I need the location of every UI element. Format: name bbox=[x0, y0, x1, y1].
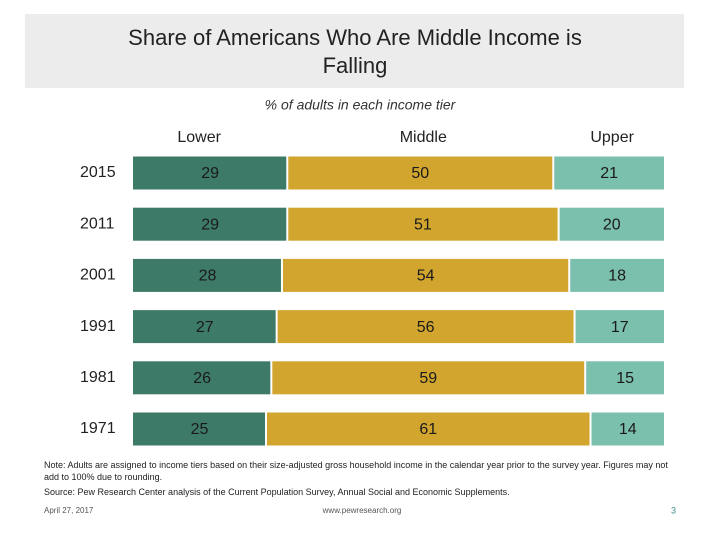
bar-segment bbox=[288, 207, 558, 241]
value-label: 17 bbox=[611, 319, 629, 336]
note: Note: Adults are assigned to income tier… bbox=[44, 460, 668, 482]
source: Source: Pew Research Center analysis of … bbox=[44, 487, 510, 497]
bar-segment bbox=[133, 207, 287, 241]
value-label: 29 bbox=[201, 165, 219, 182]
value-label: 56 bbox=[417, 319, 435, 336]
value-label: 61 bbox=[419, 421, 437, 438]
value-label: 25 bbox=[191, 421, 209, 438]
bar-segment bbox=[133, 310, 276, 344]
y-tick-label: 1981 bbox=[80, 369, 116, 386]
footer-url: www.pewresearch.org bbox=[322, 506, 402, 515]
bar-segment bbox=[277, 310, 574, 344]
chart-subtitle: % of adults in each income tier bbox=[265, 97, 457, 113]
footer-date: April 27, 2017 bbox=[44, 506, 94, 515]
bar-segment bbox=[575, 310, 664, 344]
legend-label: Middle bbox=[400, 129, 447, 146]
value-label: 21 bbox=[600, 165, 618, 182]
bar-segment bbox=[554, 156, 664, 190]
bar-segment bbox=[272, 361, 585, 395]
value-label: 26 bbox=[193, 370, 211, 387]
bar-segment bbox=[133, 258, 281, 292]
value-label: 59 bbox=[419, 370, 437, 387]
y-tick-label: 1991 bbox=[80, 318, 116, 335]
value-label: 18 bbox=[608, 268, 626, 285]
value-label: 54 bbox=[417, 268, 435, 285]
value-label: 20 bbox=[603, 216, 621, 233]
value-label: 27 bbox=[196, 319, 214, 336]
value-label: 51 bbox=[414, 216, 432, 233]
chart-title: Share of Americans Who Are Middle Income… bbox=[128, 25, 582, 78]
title-background bbox=[25, 14, 684, 88]
bar-segment bbox=[267, 412, 590, 446]
bar-segment bbox=[591, 412, 664, 446]
y-tick-label: 1971 bbox=[80, 420, 116, 437]
bar-segment bbox=[133, 156, 287, 190]
bar-segment bbox=[282, 258, 569, 292]
value-label: 50 bbox=[411, 165, 429, 182]
legend-label: Lower bbox=[177, 129, 221, 146]
y-tick-label: 2015 bbox=[80, 164, 116, 181]
bar-segment bbox=[559, 207, 664, 241]
value-label: 29 bbox=[201, 216, 219, 233]
value-label: 28 bbox=[199, 268, 217, 285]
bar-segment bbox=[586, 361, 664, 395]
value-label: 15 bbox=[616, 370, 634, 387]
bar-segment bbox=[133, 361, 271, 395]
y-tick-label: 2011 bbox=[80, 215, 115, 232]
page-number: 3 bbox=[671, 505, 676, 515]
bar-segment bbox=[570, 258, 664, 292]
y-tick-label: 2001 bbox=[80, 267, 116, 284]
legend-label: Upper bbox=[590, 129, 634, 146]
value-label: 14 bbox=[619, 421, 637, 438]
bar-segment bbox=[133, 412, 265, 446]
bar-segment bbox=[288, 156, 553, 190]
